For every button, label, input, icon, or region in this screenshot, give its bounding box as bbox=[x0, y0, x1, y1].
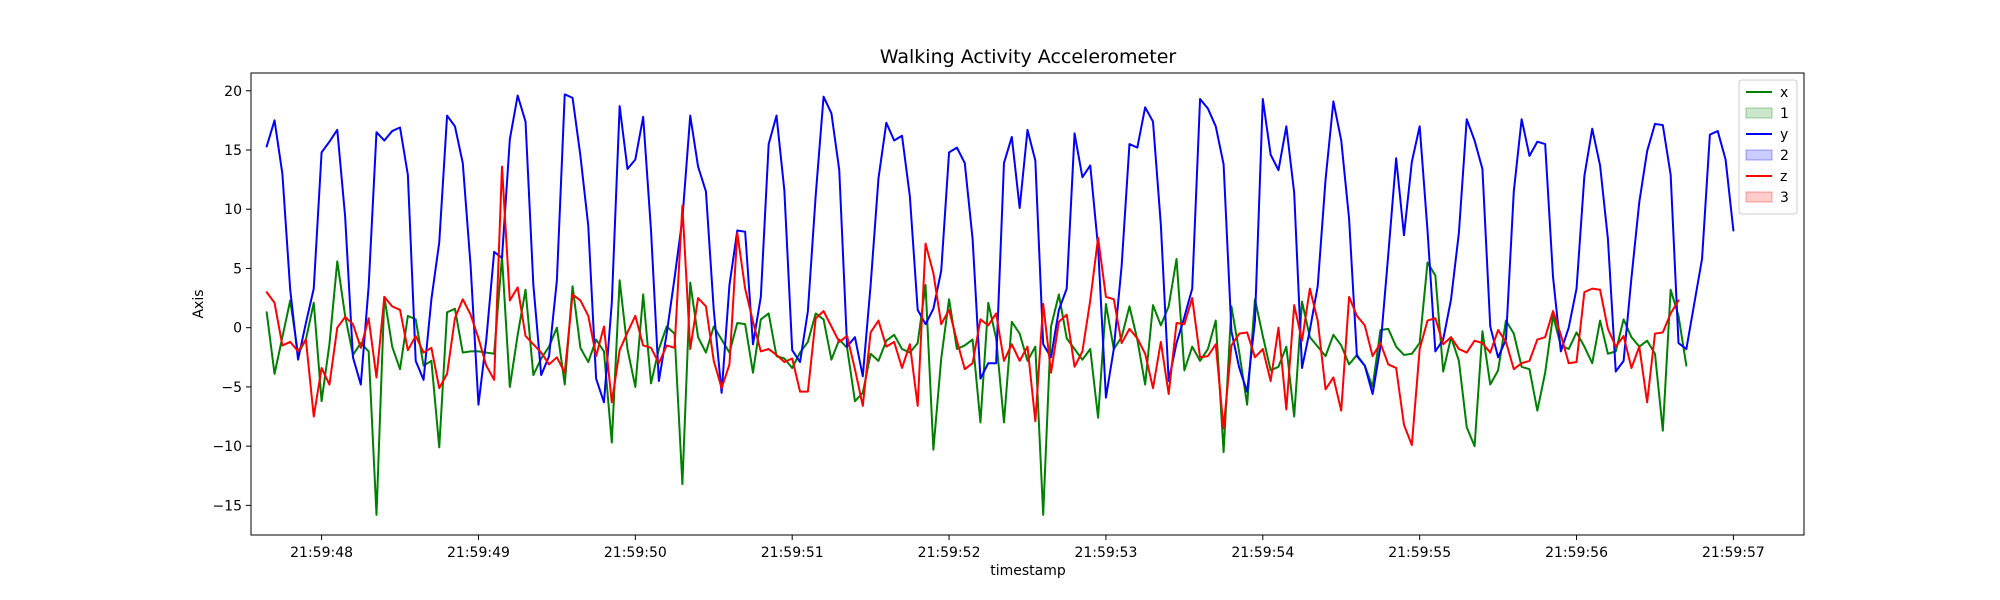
y-tick-label: −10 bbox=[212, 439, 242, 455]
x-tick-label: 21:59:53 bbox=[1074, 545, 1137, 561]
legend-box bbox=[1738, 79, 1798, 215]
y-tick-label: 15 bbox=[224, 143, 242, 159]
legend-label: 3 bbox=[1780, 190, 1789, 206]
y-tick-label: 20 bbox=[224, 84, 242, 100]
series-layer bbox=[265, 93, 1735, 516]
y-tick-label: 5 bbox=[233, 261, 242, 277]
x-tick-label: 21:59:50 bbox=[604, 545, 667, 561]
plot-area bbox=[265, 93, 1735, 516]
x-tick-label: 21:59:57 bbox=[1702, 545, 1765, 561]
x-axis: 21:59:48 21:59:49 21:59:50 21:59:51 21:59:52… bbox=[290, 535, 1765, 561]
y-tick-label: 0 bbox=[233, 321, 242, 337]
chart-title: Walking Activity Accelerometer bbox=[880, 46, 1177, 68]
y-axis-label: Axis bbox=[191, 289, 207, 318]
legend-patch-1 bbox=[1745, 107, 1773, 119]
legend-patch-2 bbox=[1745, 149, 1773, 161]
series-line-z bbox=[265, 165, 1680, 446]
series-line-x bbox=[265, 255, 1688, 516]
x-tick-label: 21:59:48 bbox=[290, 545, 353, 561]
x-tick-label: 21:59:49 bbox=[447, 545, 510, 561]
legend-label: y bbox=[1780, 127, 1788, 143]
legend-patch-3 bbox=[1745, 191, 1773, 203]
plot-frame bbox=[250, 72, 1805, 536]
y-tick-label: −5 bbox=[221, 380, 242, 396]
legend: x 1 y 2 z 3 bbox=[1738, 79, 1798, 215]
x-tick-label: 21:59:52 bbox=[918, 545, 981, 561]
legend-label: 1 bbox=[1780, 106, 1789, 122]
x-tick-label: 21:59:55 bbox=[1388, 545, 1451, 561]
legend-label: x bbox=[1780, 85, 1788, 101]
x-tick-label: 21:59:51 bbox=[761, 545, 824, 561]
legend-label: z bbox=[1780, 169, 1787, 185]
y-tick-label: 10 bbox=[224, 202, 242, 218]
y-tick-label: −15 bbox=[212, 498, 242, 514]
x-tick-label: 21:59:54 bbox=[1231, 545, 1294, 561]
y-axis: −15 −10 −5 0 5 10 15 20 bbox=[212, 84, 251, 514]
series-line-y bbox=[265, 93, 1735, 406]
x-tick-label: 21:59:56 bbox=[1545, 545, 1608, 561]
legend-label: 2 bbox=[1780, 148, 1789, 164]
x-axis-label: timestamp bbox=[990, 563, 1066, 579]
